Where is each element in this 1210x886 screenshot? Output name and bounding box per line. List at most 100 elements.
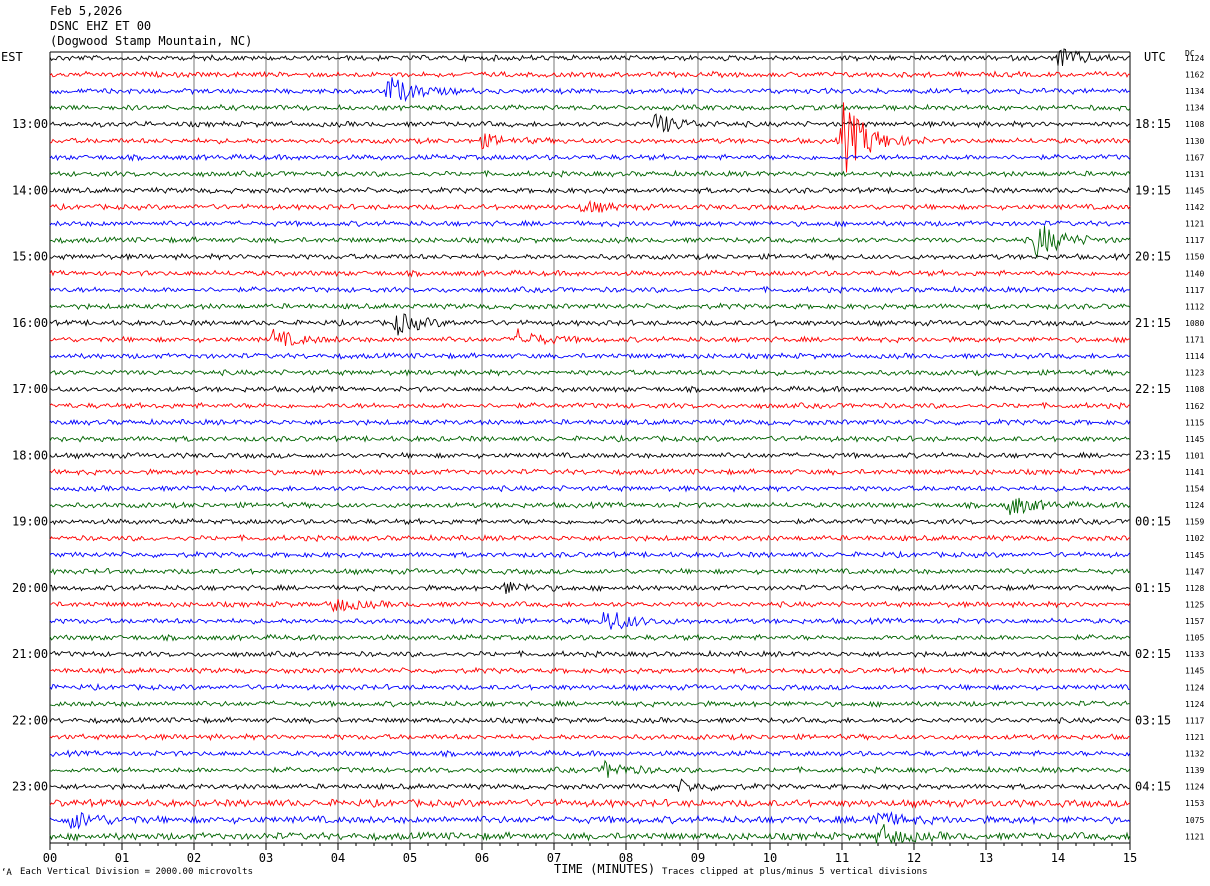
left-hour-label: 14:00 [12,183,48,197]
seismic-trace [49,633,1131,642]
seismic-trace [49,567,1131,576]
dc-offset-value: 1134 [1185,87,1204,96]
dc-offset-value: 1139 [1185,766,1204,775]
seismic-trace [49,269,1131,278]
seismic-trace [49,417,1131,427]
dc-offset-value: 1114 [1185,352,1204,361]
dc-offset-value: 1130 [1185,137,1204,146]
x-tick-label: 09 [691,851,705,865]
x-tick-label: 12 [907,851,921,865]
dc-offset-value: 1157 [1185,617,1204,626]
right-hour-label: 18:15 [1135,117,1171,131]
left-hour-label: 16:00 [12,316,48,330]
dc-offset-value: 1150 [1185,253,1204,262]
seismic-trace [49,302,1131,311]
dc-offset-value: 1159 [1185,518,1204,527]
dc-offset-value: 1108 [1185,385,1204,394]
dc-offset-value: 1142 [1185,203,1204,212]
dc-offset-value: 1147 [1185,567,1204,576]
left-hour-label: 23:00 [12,780,48,794]
dc-offset-value: 1117 [1185,286,1204,295]
x-tick-label: 11 [835,851,849,865]
seismic-trace [49,77,1131,103]
dc-offset-value: 1132 [1185,750,1204,759]
x-tick-label: 13 [979,851,993,865]
dc-offset-value: 1115 [1185,418,1204,427]
dc-offset-value: 1105 [1185,634,1204,643]
seismic-trace [49,103,1131,112]
right-hour-label: 19:15 [1135,183,1171,197]
seismic-trace [49,252,1131,261]
seismic-trace [49,581,1131,594]
plot-date: Feb 5,2026 [50,4,123,18]
dc-offset-value: 1102 [1185,534,1204,543]
dc-offset-value: 1124 [1185,783,1204,792]
axis-labels: 00 01 02 03 04 05 06 07 08 09 10 11 12 13 14 1511241162… [12,54,1204,865]
dc-offset-value: 1075 [1185,816,1204,825]
left-hour-label: 22:00 [12,713,48,727]
seismic-trace [49,517,1130,526]
x-tick-label: 06 [475,851,489,865]
seismic-trace [49,612,1131,630]
dc-offset-value: 1153 [1185,799,1204,808]
seismic-trace [49,759,1131,778]
dc-offset-value: 1145 [1185,435,1204,444]
seismic-trace [49,699,1131,708]
dc-offset-value: 1167 [1185,153,1204,162]
seismic-trace [49,328,1131,346]
dc-offset-value: 1124 [1185,501,1204,510]
seismic-trace [49,352,1131,360]
seismic-trace [49,649,1131,659]
seismic-trace [49,682,1131,692]
seismic-trace [49,666,1131,675]
dc-offset-value: 1131 [1185,170,1204,179]
seismic-trace [49,798,1131,809]
left-hour-label: 21:00 [12,647,48,661]
dc-offset-value: 1101 [1185,451,1204,460]
dc-offset-value: 1140 [1185,269,1204,278]
right-hour-label: 23:15 [1135,448,1171,462]
seismic-trace [49,48,1131,67]
x-tick-label: 03 [259,851,273,865]
x-tick-label: 15 [1123,851,1137,865]
seismic-trace [49,749,1131,758]
seismic-trace [49,497,1131,516]
seismic-trace [49,313,1131,336]
dc-offset-value: 1162 [1185,402,1204,411]
dc-offset-value: 1154 [1185,485,1204,494]
left-hour-label: 13:00 [12,117,48,131]
seismic-trace [49,219,1131,228]
seismic-trace [49,598,1131,613]
right-hour-label: 03:15 [1135,713,1171,727]
dc-offset-value: 1124 [1185,54,1204,63]
dc-offset-value: 1162 [1185,71,1204,80]
dc-offset-value: 1117 [1185,716,1204,725]
right-hour-label: 20:15 [1135,250,1171,264]
left-hour-label: 20:00 [12,581,48,595]
seismic-trace [49,225,1131,259]
dc-offset-value: 1145 [1185,667,1204,676]
dc-offset-value: 1123 [1185,369,1204,378]
dc-offset-value: 1145 [1185,186,1204,195]
station-location: (Dogwood Stamp Mountain, NC) [50,34,253,48]
dc-offset-value: 1124 [1185,683,1204,692]
seismic-trace [49,732,1131,742]
x-tick-label: 08 [619,851,633,865]
right-hour-label: 21:15 [1135,316,1171,330]
dc-offset-value: 1124 [1185,700,1204,709]
x-tick-label: 00 [43,851,57,865]
seismic-trace [49,716,1131,725]
x-tick-label: 10 [763,851,777,865]
seismic-trace [49,285,1131,294]
seismic-trace [49,811,1131,830]
dc-offset-value: 1121 [1185,220,1204,229]
minute-gridlines [49,51,1131,850]
dc-offset-value: 1108 [1185,120,1204,129]
trace-group [49,48,1131,845]
seismic-trace [49,550,1131,559]
seismic-trace [49,533,1131,543]
scale-note: Each Vertical Division = 2000.00 microvo… [20,867,253,877]
dc-offset-value: 1112 [1185,302,1204,311]
seismic-trace [49,199,1131,213]
dc-offset-value: 1121 [1185,832,1204,841]
